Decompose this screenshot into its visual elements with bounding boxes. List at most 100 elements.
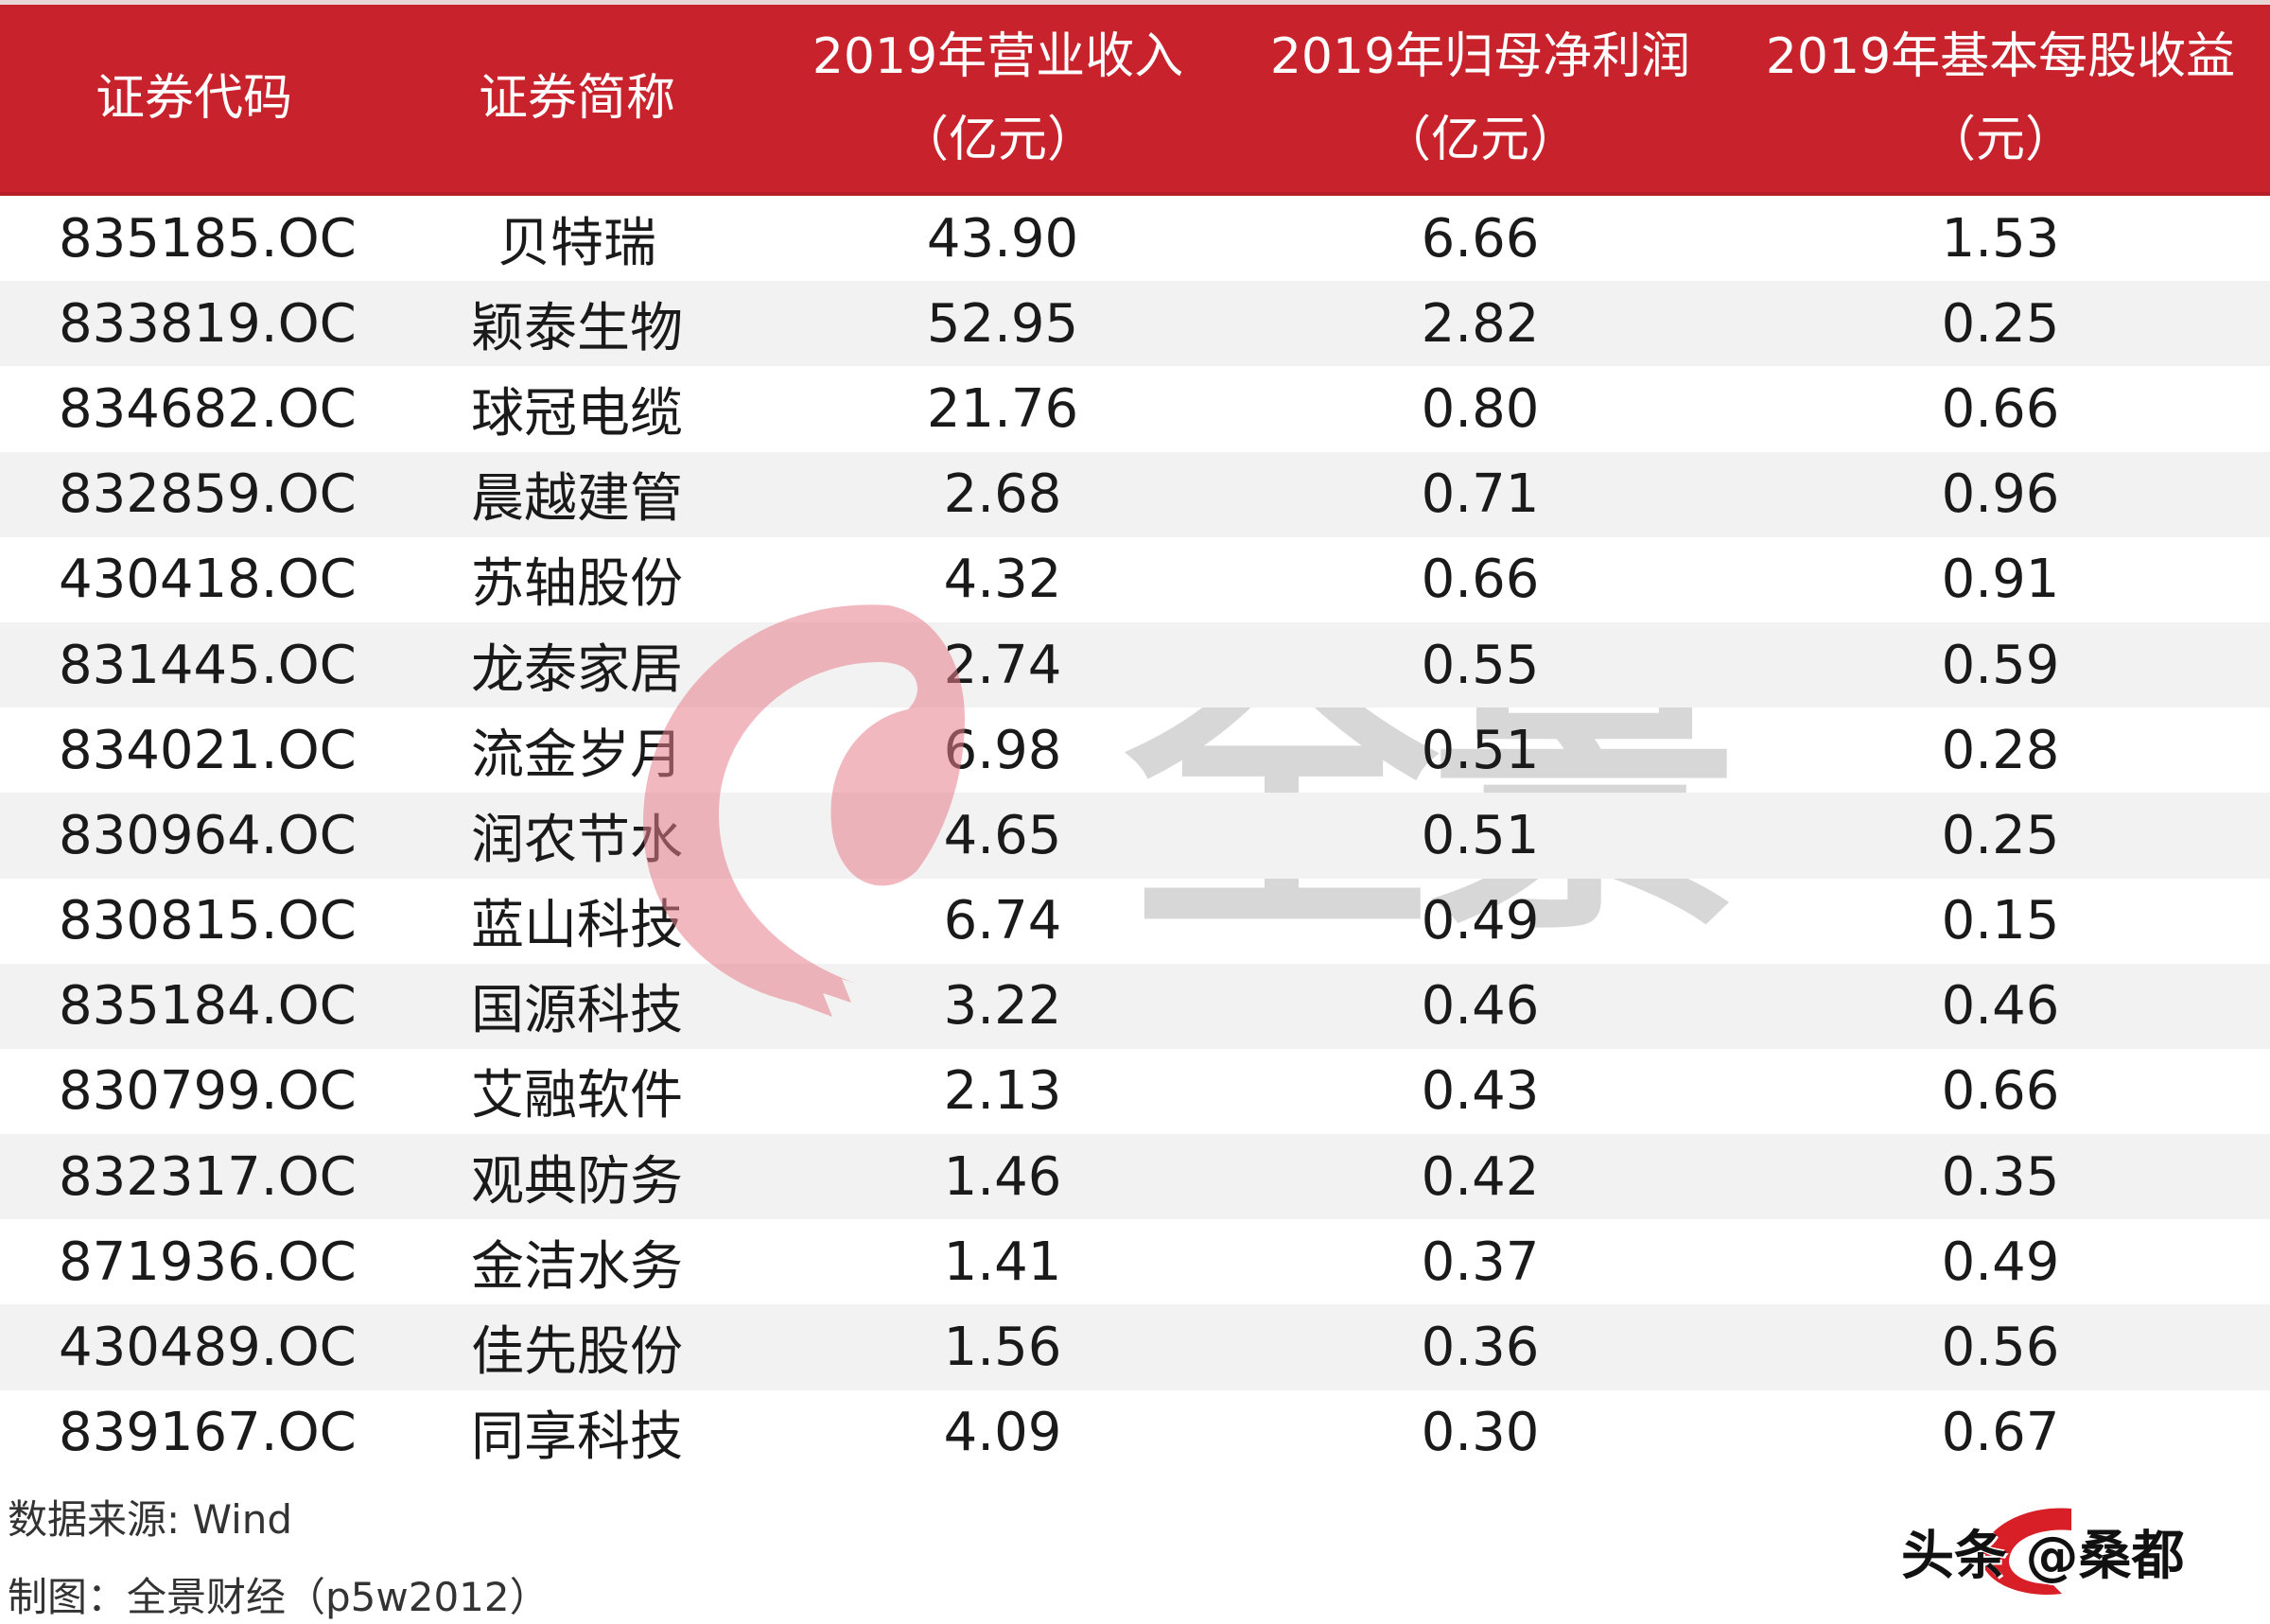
cell-net-profit: 6.66 (1421, 207, 1540, 270)
table-body: 835185.OC 贝特瑞 43.90 6.66 1.53 833819.OC … (0, 196, 2270, 1476)
table-row: 871936.OC 金洁水务 1.41 0.37 0.49 (0, 1219, 2270, 1304)
cell-net-profit: 0.51 (1421, 719, 1540, 781)
table-row: 830964.OC 润农节水 4.65 0.51 0.25 (0, 793, 2270, 879)
cell-name: 金洁水务 (471, 1235, 683, 1298)
cell-name: 艾融软件 (471, 1065, 683, 1127)
cell-name: 国源科技 (471, 980, 683, 1042)
cell-eps: 0.67 (1941, 1402, 2060, 1464)
cell-name: 同享科技 (471, 1406, 683, 1469)
cell-revenue: 21.76 (926, 377, 1079, 440)
header-label: 2019年营业收入 (812, 28, 1184, 85)
cell-revenue: 4.65 (943, 804, 1062, 866)
cell-name: 观典防务 (471, 1150, 683, 1213)
cell-name: 龙泰家居 (471, 638, 683, 701)
cell-eps: 0.25 (1941, 804, 2060, 866)
cell-name: 流金岁月 (471, 724, 683, 786)
brand-overlay-text: 头条 @桑都 (1901, 1526, 2185, 1587)
table-header: 证券代码 证券简称 2019年营业收入 （亿元） 2019年归母净利润 （亿元）… (0, 0, 2270, 196)
cell-code: 832317.OC (59, 1145, 357, 1208)
cell-eps: 0.56 (1941, 1317, 2060, 1379)
cell-name: 球冠电缆 (471, 382, 683, 445)
cell-net-profit: 0.80 (1421, 377, 1540, 440)
header-label: 证券简称 (478, 70, 675, 127)
data-table: 证券代码 证券简称 2019年营业收入 （亿元） 2019年归母净利润 （亿元）… (0, 0, 2270, 1476)
cell-net-profit: 0.49 (1421, 890, 1540, 952)
cell-revenue: 4.09 (943, 1402, 1062, 1464)
cell-net-profit: 0.36 (1421, 1317, 1540, 1379)
cell-code: 830799.OC (59, 1060, 357, 1123)
table-row: 430418.OC 苏轴股份 4.32 0.66 0.91 (0, 537, 2270, 622)
header-label: 2019年归母净利润 (1269, 28, 1691, 85)
cell-net-profit: 0.43 (1421, 1060, 1540, 1123)
table-row: 839167.OC 同享科技 4.09 0.30 0.67 (0, 1390, 2270, 1476)
brand-overlay: 头条 @桑都 (1901, 1504, 2242, 1598)
cell-net-profit: 0.55 (1421, 634, 1540, 696)
header-label: 证券代码 (95, 70, 292, 127)
cell-revenue: 3.22 (943, 975, 1062, 1038)
cell-code: 834682.OC (59, 377, 357, 440)
table-row: 830799.OC 艾融软件 2.13 0.43 0.66 (0, 1049, 2270, 1134)
table-row: 832317.OC 观典防务 1.46 0.42 0.35 (0, 1134, 2270, 1220)
header-security-code: 证券代码 (0, 5, 388, 192)
cell-eps: 0.46 (1941, 975, 2060, 1038)
cell-code: 430489.OC (59, 1317, 357, 1379)
header-eps: 2019年基本每股收益 （元） (1731, 5, 2270, 192)
cell-code: 430418.OC (59, 549, 357, 611)
cell-code: 871936.OC (59, 1231, 357, 1293)
cell-revenue: 1.56 (943, 1317, 1062, 1379)
cell-revenue: 2.68 (943, 463, 1062, 526)
cell-net-profit: 0.30 (1421, 1402, 1540, 1464)
header-unit: （亿元） (899, 112, 1096, 168)
cell-eps: 0.25 (1941, 292, 2060, 355)
table-row: 834021.OC 流金岁月 6.98 0.51 0.28 (0, 707, 2270, 793)
cell-net-profit: 0.71 (1421, 463, 1540, 526)
cell-name: 佳先股份 (471, 1321, 683, 1384)
table-row: 430489.OC 佳先股份 1.56 0.36 0.56 (0, 1304, 2270, 1390)
cell-revenue: 4.32 (943, 549, 1062, 611)
cell-eps: 0.28 (1941, 719, 2060, 781)
cell-net-profit: 0.46 (1421, 975, 1540, 1038)
cell-revenue: 43.90 (926, 207, 1079, 270)
brand-swirl-logo-icon (1981, 1508, 2071, 1595)
table-row: 833819.OC 颖泰生物 52.95 2.82 0.25 (0, 281, 2270, 367)
cell-net-profit: 0.66 (1421, 549, 1540, 611)
cell-revenue: 2.74 (943, 634, 1062, 696)
header-revenue: 2019年营业收入 （亿元） (766, 5, 1230, 192)
table-row: 831445.OC 龙泰家居 2.74 0.55 0.59 (0, 621, 2270, 708)
cell-name: 苏轴股份 (471, 553, 683, 616)
cell-code: 834021.OC (59, 719, 357, 781)
cell-eps: 0.15 (1941, 890, 2060, 952)
cell-revenue: 1.41 (943, 1231, 1062, 1293)
cell-name: 蓝山科技 (471, 895, 683, 957)
table-row: 835185.OC 贝特瑞 43.90 6.66 1.53 (0, 196, 2270, 281)
header-security-name: 证券简称 (388, 5, 766, 192)
cell-code: 833819.OC (59, 292, 357, 355)
cell-eps: 0.66 (1941, 377, 2060, 440)
cell-code: 830815.OC (59, 890, 357, 952)
cell-code: 830964.OC (59, 804, 357, 866)
cell-code: 832859.OC (59, 463, 357, 526)
cell-name: 晨越建管 (471, 468, 683, 531)
cell-code: 831445.OC (59, 634, 357, 696)
table-row: 835184.OC 国源科技 3.22 0.46 0.46 (0, 963, 2270, 1049)
cell-eps: 0.66 (1941, 1060, 2060, 1123)
cell-revenue: 52.95 (926, 292, 1079, 355)
header-unit: （元） (1926, 112, 2074, 168)
cell-eps: 0.96 (1941, 463, 2060, 526)
cell-revenue: 6.98 (943, 719, 1062, 781)
data-source-note: 数据来源: Wind (8, 1496, 293, 1543)
cell-name: 颖泰生物 (471, 297, 683, 359)
cell-name: 润农节水 (471, 809, 683, 871)
cell-code: 835185.OC (59, 207, 357, 270)
cell-eps: 0.35 (1941, 1145, 2060, 1208)
header-net-profit: 2019年归母净利润 （亿元） (1230, 5, 1731, 192)
cell-revenue: 2.13 (943, 1060, 1062, 1123)
cell-code: 839167.OC (59, 1402, 357, 1464)
cell-eps: 1.53 (1941, 207, 2060, 270)
cell-name: 贝特瑞 (498, 212, 656, 274)
header-unit: （亿元） (1381, 112, 1579, 168)
table-row: 832859.OC 晨越建管 2.68 0.71 0.96 (0, 451, 2270, 537)
cell-eps: 0.49 (1941, 1231, 2060, 1293)
cell-revenue: 1.46 (943, 1145, 1062, 1208)
cell-net-profit: 0.42 (1421, 1145, 1540, 1208)
